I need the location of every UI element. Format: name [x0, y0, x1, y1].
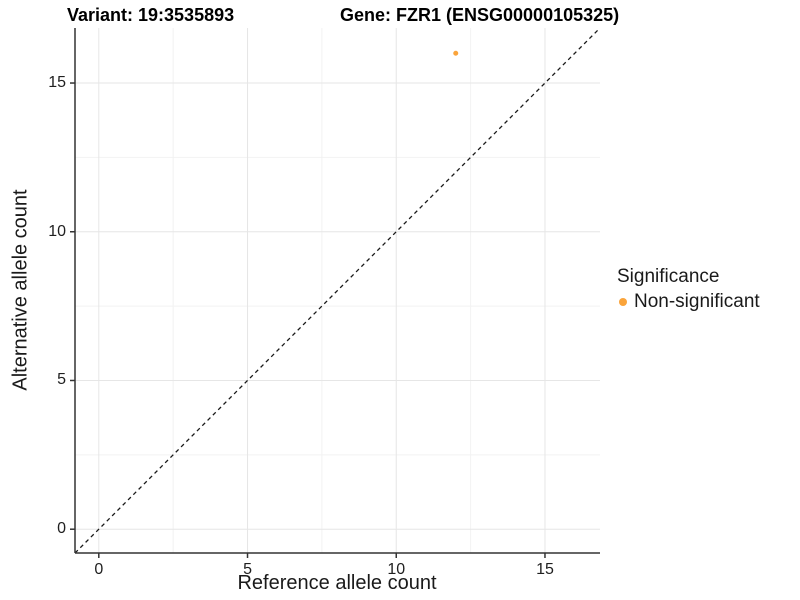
- x-tick-label: 10: [387, 561, 406, 578]
- y-axis-title: Alternative allele count: [9, 189, 32, 391]
- x-tick-label: 5: [243, 561, 252, 578]
- y-tick-label: 10: [48, 222, 66, 240]
- legend-item-label: Non-significant: [634, 291, 760, 312]
- x-tick-label: 15: [536, 561, 554, 578]
- identity-reference-line: [74, 27, 601, 554]
- legend-title: Significance: [617, 266, 720, 287]
- variant-title: Variant: 19:3535893: [67, 5, 235, 25]
- legend-item: Non-significant: [617, 291, 760, 313]
- x-axis-title: Reference allele count: [237, 572, 437, 594]
- data-point: [453, 50, 459, 56]
- gene-title: Gene: FZR1 (ENSG00000105325): [340, 5, 620, 25]
- y-tick-label: 15: [48, 74, 66, 92]
- x-tick-label: 0: [94, 561, 104, 578]
- legend: Significance Non-significant: [617, 266, 760, 313]
- y-tick-label: 5: [57, 371, 66, 389]
- legend-point-icon: [619, 298, 627, 306]
- y-tick-label: 0: [57, 520, 66, 538]
